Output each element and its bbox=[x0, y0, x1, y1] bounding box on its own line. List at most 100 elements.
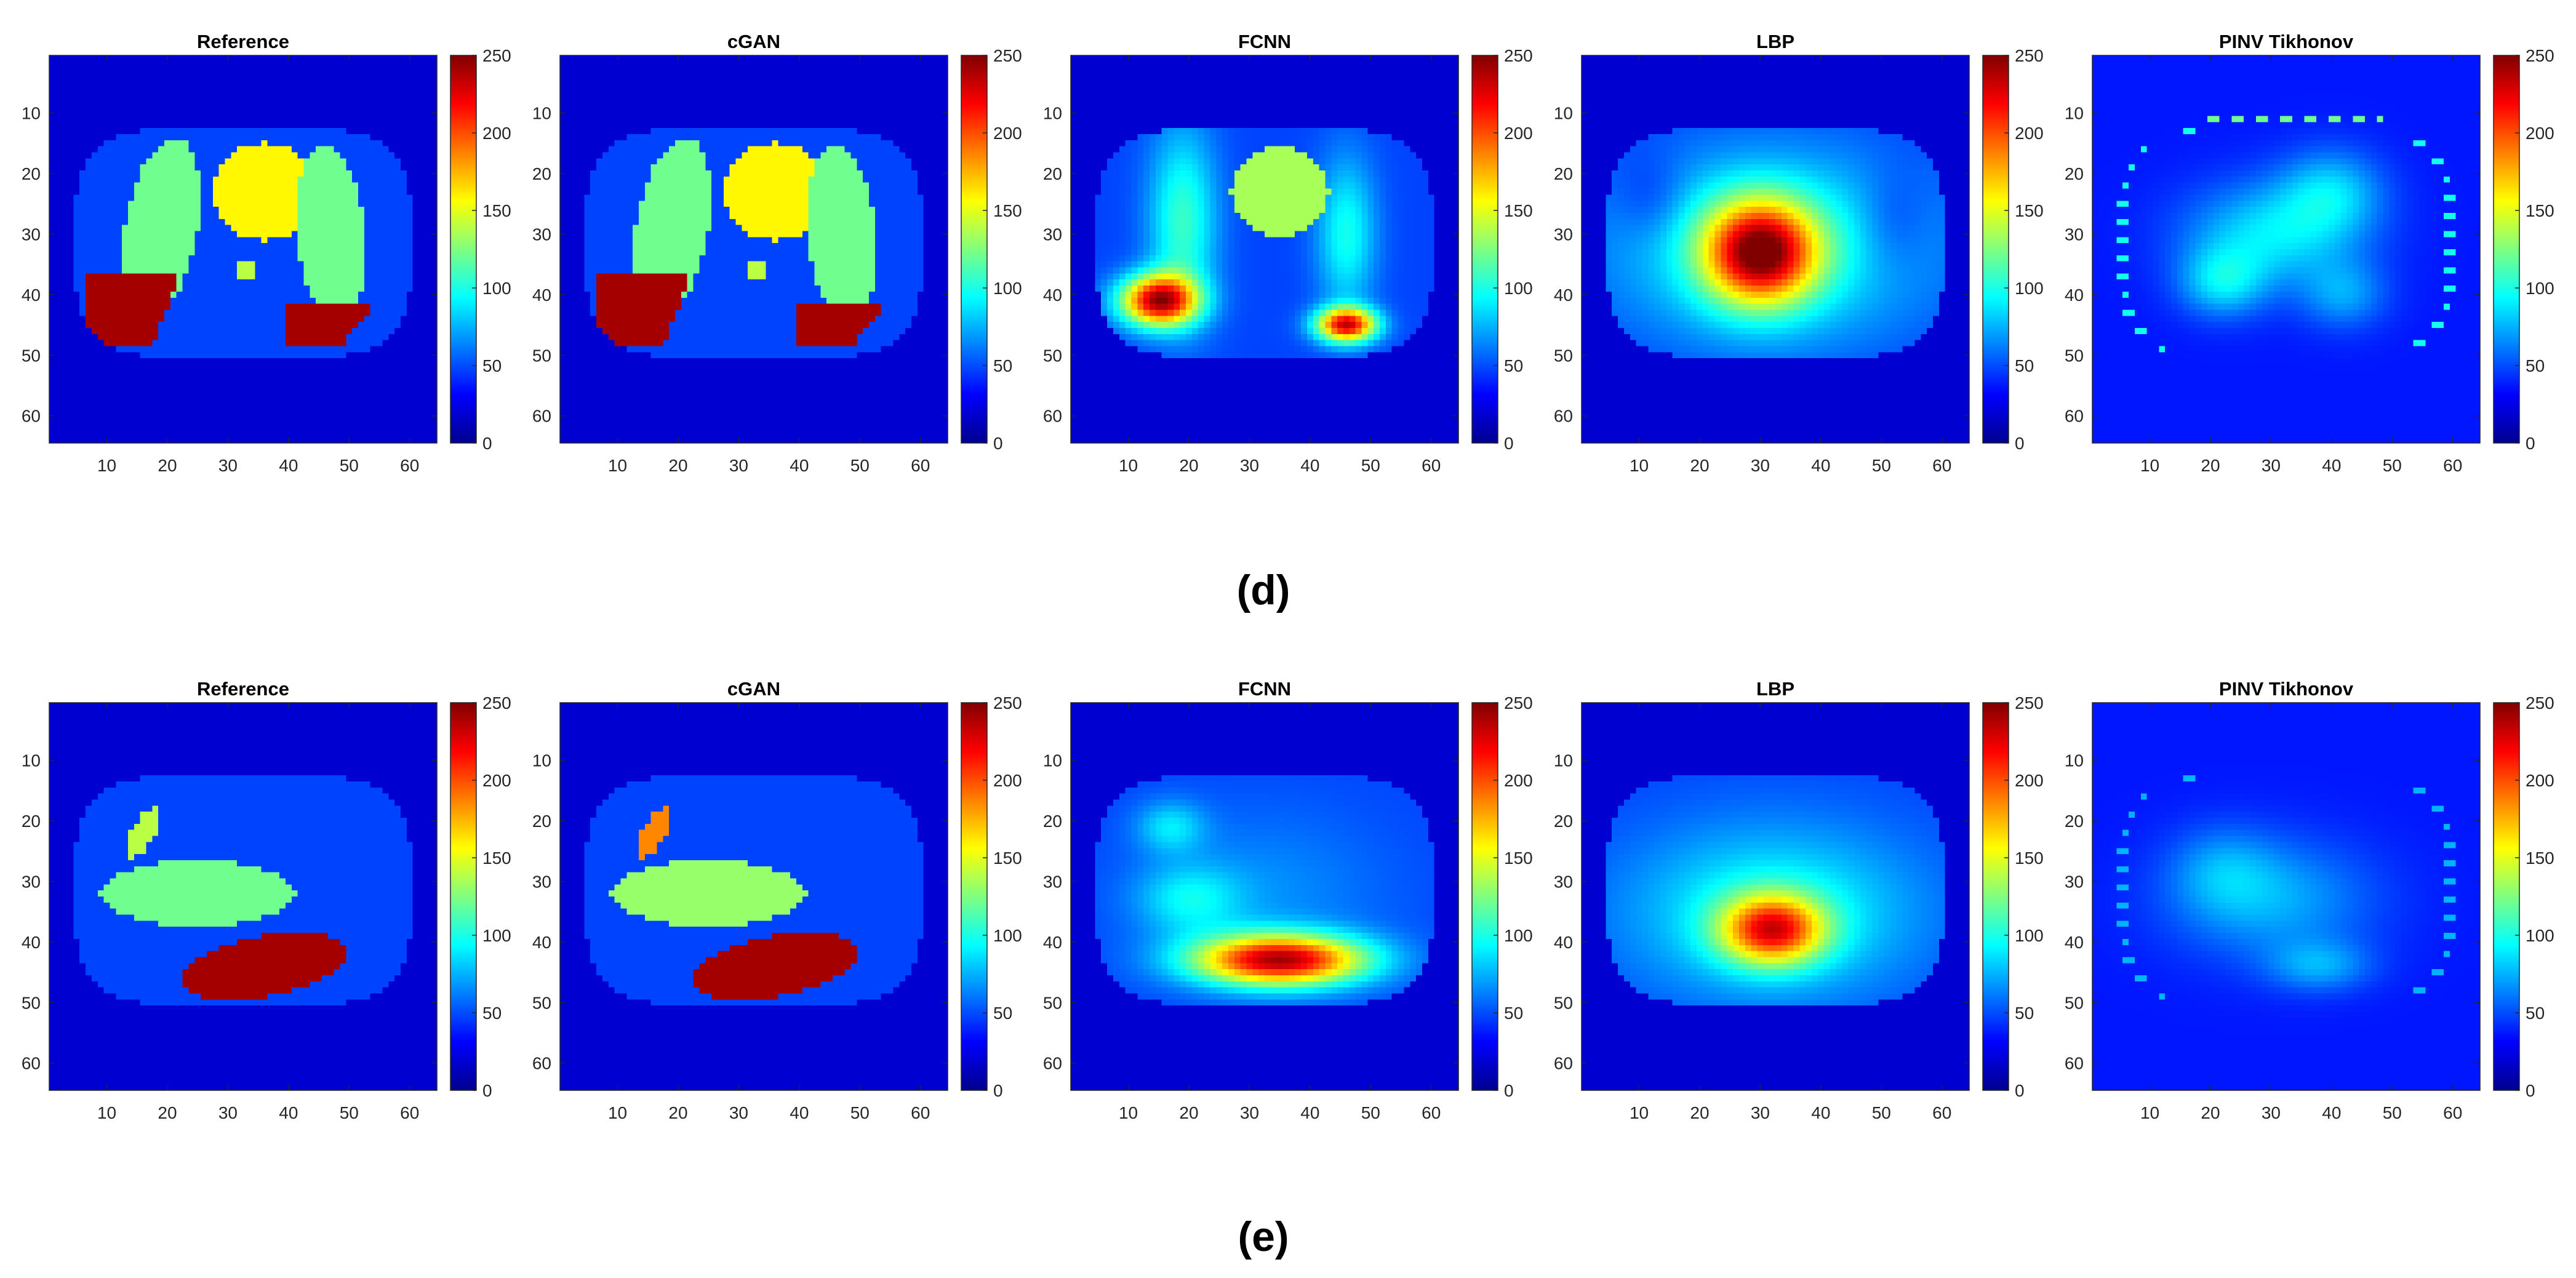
x-tick-label: 30 bbox=[1240, 456, 1259, 475]
colorbar bbox=[1982, 55, 2009, 444]
panel-title: cGAN bbox=[727, 31, 780, 52]
x-tick-label: 20 bbox=[1179, 1103, 1198, 1122]
x-tick-label: 20 bbox=[2201, 1103, 2220, 1122]
panel-0-0: Reference 10 20 30 40 50 60 10 20 30 40 50 60 0 50 100 1… bbox=[22, 31, 511, 475]
y-tick-label: 20 bbox=[1043, 164, 1062, 183]
panel-1-3: LBP 10 20 30 40 50 60 10 20 30 40 50 60 0 50 100 150 200 2… bbox=[1554, 678, 2044, 1122]
colorbar-tick-label: 150 bbox=[993, 849, 1022, 868]
x-tick-label: 10 bbox=[1630, 456, 1649, 475]
heatmap-image bbox=[49, 55, 437, 443]
heatmap-image bbox=[560, 703, 948, 1090]
x-tick-label: 50 bbox=[340, 456, 359, 475]
heatmap-image bbox=[1071, 55, 1458, 443]
colorbar-tick-label: 50 bbox=[482, 356, 502, 375]
axes-box bbox=[2092, 55, 2481, 444]
colorbar bbox=[1982, 702, 2009, 1091]
y-tick-label: 10 bbox=[1043, 751, 1062, 770]
y-tick-label: 30 bbox=[1554, 225, 1573, 244]
colorbar-tick-label: 200 bbox=[2015, 771, 2044, 790]
colorbar-tick-label: 0 bbox=[2015, 434, 2025, 453]
y-tick-label: 10 bbox=[2065, 104, 2084, 123]
colorbar-tick-label: 50 bbox=[993, 1004, 1012, 1023]
x-tick-label: 30 bbox=[1240, 1103, 1259, 1122]
panel-title: Reference bbox=[197, 678, 289, 700]
panel-title: LBP bbox=[1756, 31, 1794, 52]
y-tick-label: 50 bbox=[22, 346, 41, 365]
y-tick-label: 50 bbox=[22, 993, 41, 1012]
y-tick-label: 10 bbox=[1554, 104, 1573, 123]
y-tick-label: 50 bbox=[532, 993, 551, 1012]
colorbar-tick-label: 50 bbox=[1504, 356, 1523, 375]
panel-0-3: LBP 10 20 30 40 50 60 10 20 30 40 50 60 0 50 100 150 200 2… bbox=[1554, 31, 2044, 475]
x-tick-label: 10 bbox=[2140, 456, 2159, 475]
panel-0-2: FCNN 10 20 30 40 50 60 10 20 30 40 50 60 0 50 100 150 200… bbox=[1043, 31, 1533, 475]
y-tick-label: 40 bbox=[532, 286, 551, 305]
y-tick-label: 20 bbox=[1554, 812, 1573, 831]
y-tick-label: 60 bbox=[1554, 407, 1573, 426]
y-tick-label: 20 bbox=[532, 164, 551, 183]
colorbar-tick-label: 50 bbox=[2526, 1004, 2545, 1023]
y-tick-label: 40 bbox=[2065, 933, 2084, 952]
colorbar-tick-label: 250 bbox=[993, 46, 1022, 65]
colorbar-tick-label: 50 bbox=[2015, 356, 2034, 375]
x-tick-label: 10 bbox=[1119, 456, 1138, 475]
y-tick-label: 60 bbox=[2065, 407, 2084, 426]
x-tick-label: 20 bbox=[2201, 456, 2220, 475]
x-tick-label: 10 bbox=[608, 1103, 627, 1122]
y-tick-label: 10 bbox=[532, 751, 551, 770]
y-tick-label: 10 bbox=[2065, 751, 2084, 770]
colorbar-tick-label: 150 bbox=[1504, 201, 1533, 220]
heatmap-image bbox=[2092, 703, 2480, 1090]
colorbar-tick-label: 50 bbox=[482, 1004, 502, 1023]
panel-title: LBP bbox=[1756, 678, 1794, 700]
x-tick-label: 60 bbox=[2443, 1103, 2462, 1122]
colorbar-tick-label: 0 bbox=[1504, 434, 1514, 453]
x-tick-label: 20 bbox=[158, 1103, 177, 1122]
colorbar-tick-label: 50 bbox=[2015, 1004, 2034, 1023]
y-tick-label: 30 bbox=[532, 872, 551, 891]
x-tick-label: 50 bbox=[1872, 1103, 1891, 1122]
panel-0-1: cGAN 10 20 30 40 50 60 10 20 30 40 50 60 0 50 100 150 200… bbox=[532, 31, 1022, 475]
panel-title: FCNN bbox=[1238, 31, 1291, 52]
colorbar-tick-label: 100 bbox=[2015, 926, 2044, 945]
y-tick-label: 30 bbox=[1043, 872, 1062, 891]
y-tick-label: 20 bbox=[22, 812, 41, 831]
y-tick-label: 30 bbox=[22, 872, 41, 891]
y-tick-label: 40 bbox=[2065, 286, 2084, 305]
x-tick-label: 30 bbox=[218, 1103, 238, 1122]
x-tick-label: 40 bbox=[1811, 456, 1830, 475]
colorbar-tick-label: 0 bbox=[2526, 434, 2535, 453]
x-tick-label: 10 bbox=[97, 456, 116, 475]
colorbar-tick-label: 250 bbox=[482, 46, 511, 65]
x-tick-label: 10 bbox=[97, 1103, 116, 1122]
colorbar-tick-label: 0 bbox=[482, 1081, 492, 1100]
x-tick-label: 50 bbox=[1361, 456, 1380, 475]
x-tick-label: 50 bbox=[850, 456, 870, 475]
colorbar-tick-label: 150 bbox=[2015, 201, 2044, 220]
x-tick-label: 40 bbox=[1300, 1103, 1319, 1122]
x-tick-label: 50 bbox=[340, 1103, 359, 1122]
x-tick-label: 40 bbox=[1300, 456, 1319, 475]
y-tick-label: 50 bbox=[532, 346, 551, 365]
colorbar-tick-label: 150 bbox=[2526, 849, 2554, 868]
x-tick-label: 30 bbox=[2262, 1103, 2281, 1122]
colorbar bbox=[450, 702, 477, 1091]
colorbar-tick-label: 250 bbox=[2526, 46, 2554, 65]
x-tick-label: 60 bbox=[911, 456, 930, 475]
y-tick-label: 50 bbox=[1043, 346, 1062, 365]
panel-title: PINV Tikhonov bbox=[2219, 31, 2354, 52]
x-tick-label: 40 bbox=[2322, 456, 2341, 475]
panel-1-1: cGAN 10 20 30 40 50 60 10 20 30 40 50 60 0 50 100 150 200… bbox=[532, 678, 1022, 1122]
y-tick-label: 50 bbox=[2065, 993, 2084, 1012]
colorbar-tick-label: 0 bbox=[993, 434, 1003, 453]
axes-box bbox=[1070, 702, 1459, 1091]
y-tick-label: 10 bbox=[1554, 751, 1573, 770]
colorbar-tick-label: 200 bbox=[993, 124, 1022, 143]
colorbar-tick-label: 250 bbox=[1504, 46, 1533, 65]
x-tick-label: 50 bbox=[2383, 456, 2402, 475]
colorbar-tick-label: 200 bbox=[2526, 771, 2554, 790]
x-tick-label: 60 bbox=[400, 1103, 419, 1122]
axes-box bbox=[49, 55, 438, 444]
colorbar-tick-label: 200 bbox=[2526, 124, 2554, 143]
y-tick-label: 50 bbox=[1554, 346, 1573, 365]
